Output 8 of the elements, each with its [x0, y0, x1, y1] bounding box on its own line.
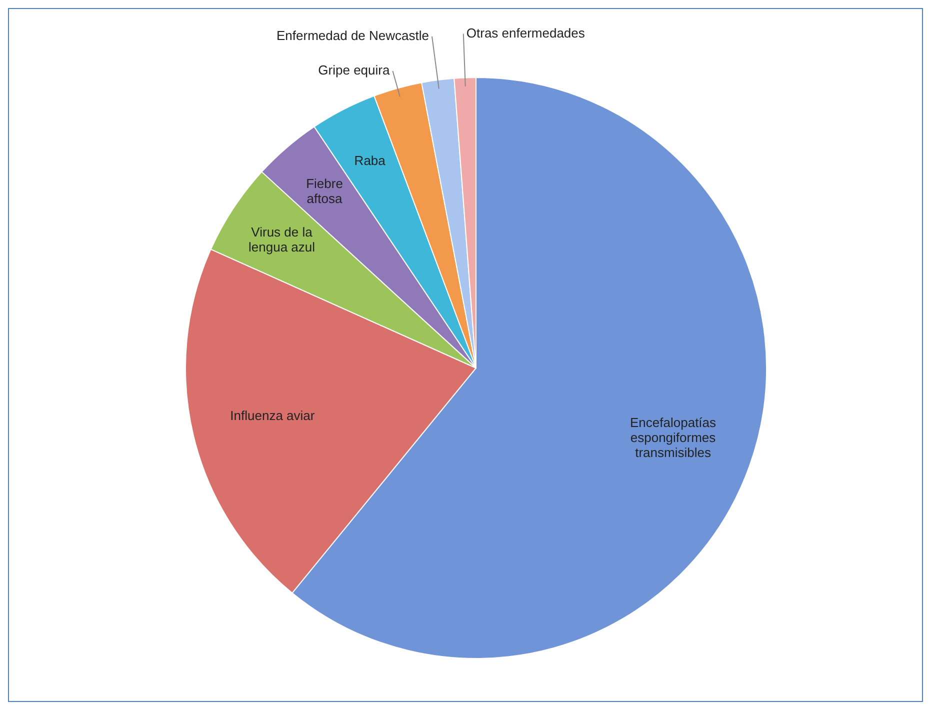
slice-label: Enfermedad de Newcastle — [276, 28, 429, 43]
slice-label: Virus de la lengua azul — [248, 224, 316, 254]
slice-label: Fiebre aftosa — [306, 176, 343, 206]
slice-label: Gripe equira — [318, 62, 390, 78]
slice-label: Influenza aviar — [230, 408, 316, 423]
slice-label: Encefalopatías espongiformes transmisibles — [630, 414, 717, 460]
slice-label: Otras enfermedades — [466, 25, 586, 40]
slice-label: Raba — [354, 152, 386, 168]
